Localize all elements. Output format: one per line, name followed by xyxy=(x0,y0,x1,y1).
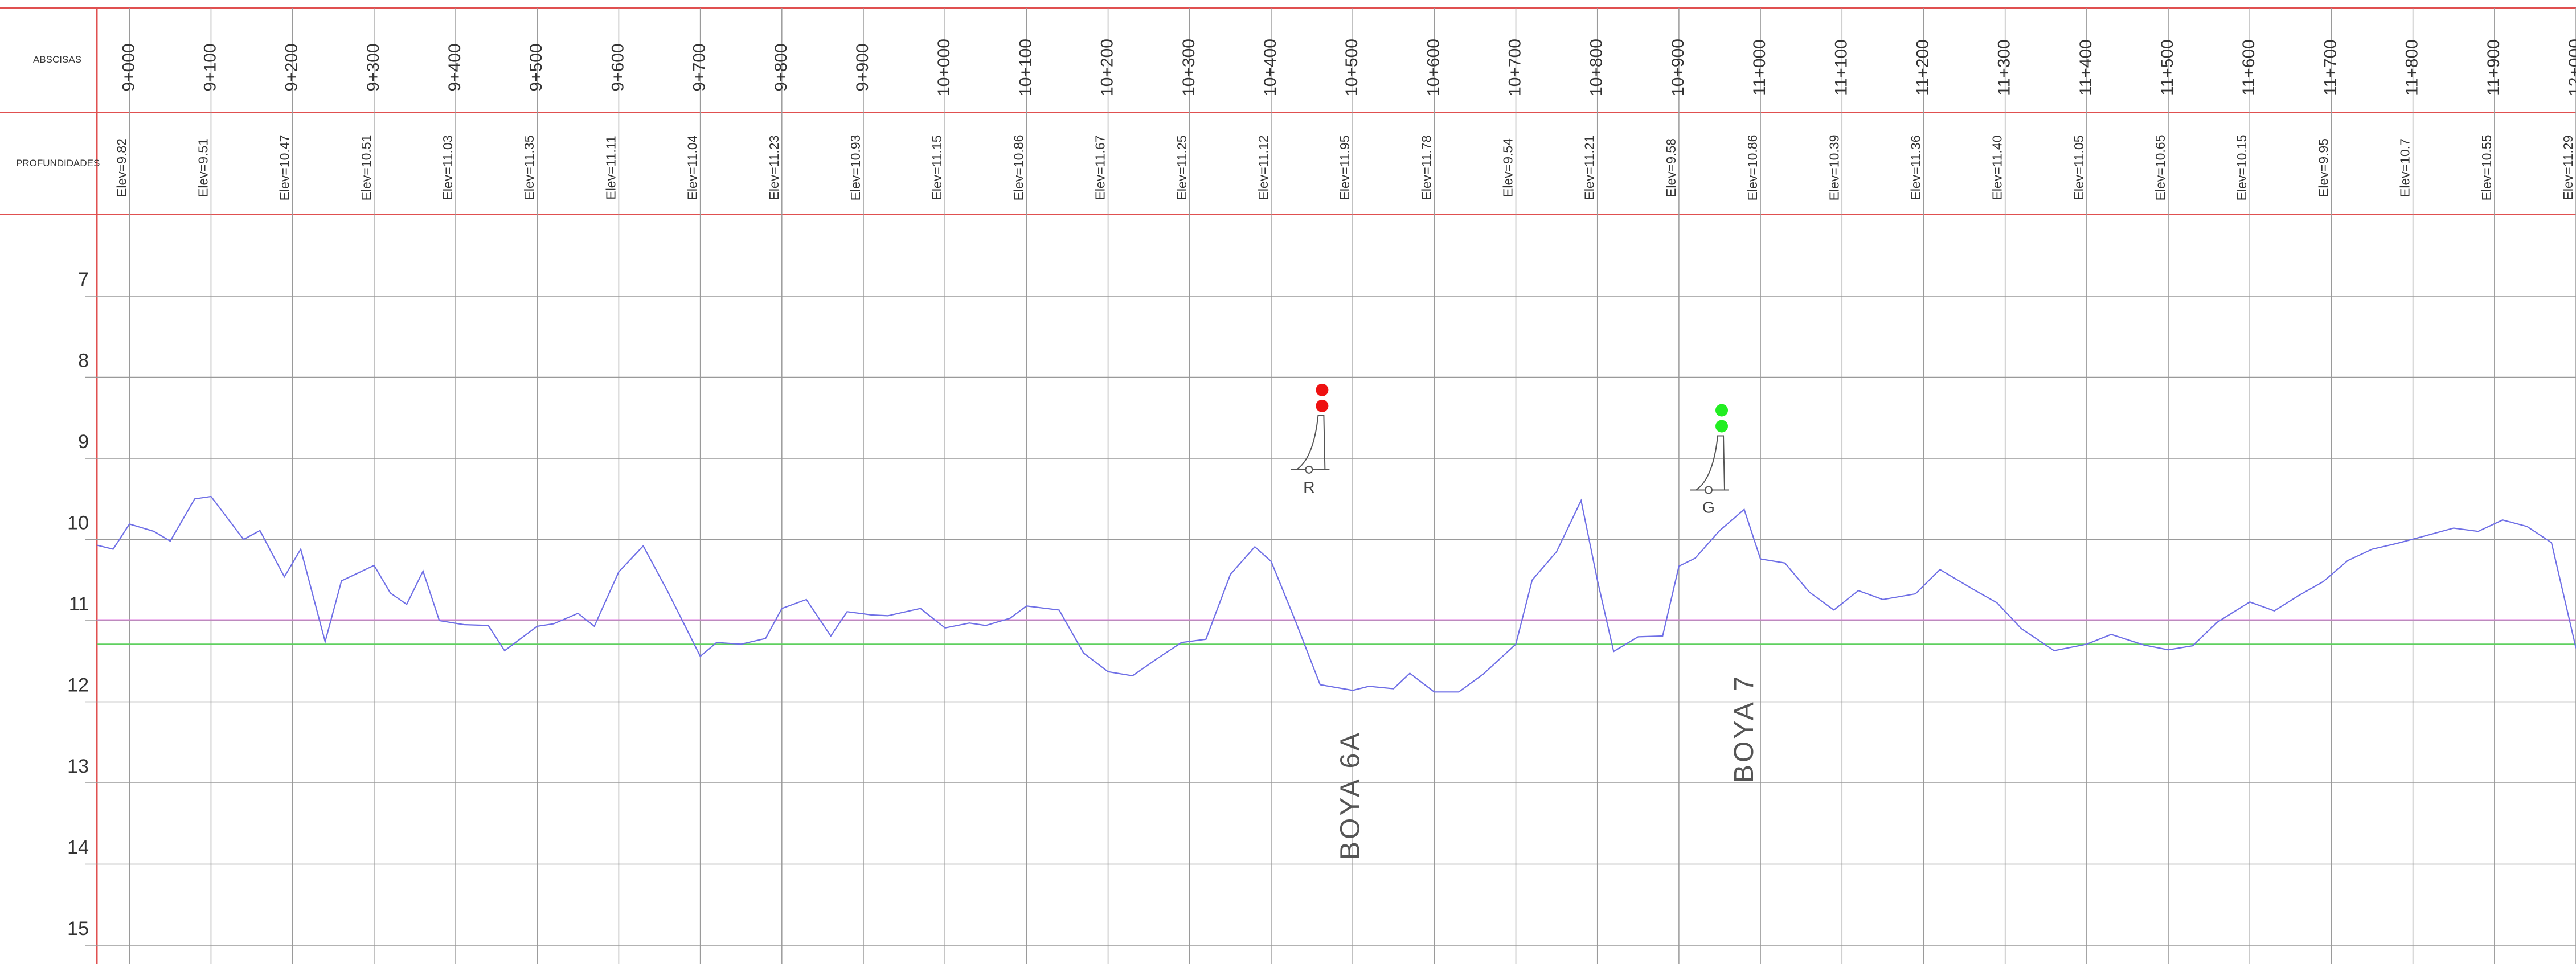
buoy-light-top xyxy=(1316,383,1329,396)
elevation-label: Elev=11.05 xyxy=(2071,135,2086,200)
abscisa-label: 11+300 xyxy=(1995,39,2014,96)
seabed-profile-line xyxy=(96,495,2576,693)
profile-series xyxy=(96,495,2576,693)
elevation-label: Elev=9.58 xyxy=(1664,138,1678,197)
buoy-light-bottom xyxy=(1316,399,1329,412)
elevation-label: Elev=11.29 xyxy=(2561,135,2575,200)
elevation-label: Elev=11.78 xyxy=(1419,135,1434,200)
buoy-marker: R BOYA 6A xyxy=(1291,383,1365,860)
abscisa-label: 11+200 xyxy=(1913,39,1932,96)
abscisa-label: 11+900 xyxy=(2484,39,2503,96)
buoy-letter: G xyxy=(1702,499,1715,516)
abscisa-label: 9+800 xyxy=(772,43,791,91)
buoy-markers: R BOYA 6A G BOYA 7 xyxy=(1291,383,1759,860)
profundidades-header-label: PROFUNDIDADES xyxy=(16,158,100,169)
abscisa-label: 9+900 xyxy=(853,43,872,91)
abscisa-labels: 9+000 9+100 9+200 9+300 9+400 9+500 9+600 9+700… xyxy=(119,39,2576,96)
elevation-label: Elev=11.23 xyxy=(767,135,781,200)
abscisa-label: 11+600 xyxy=(2239,39,2258,96)
abscisa-label: 11+800 xyxy=(2403,39,2422,96)
depth-tick-labels: 7 8 9 10 11 12 13 14 15 xyxy=(67,269,89,940)
depth-tick-label: 8 xyxy=(78,350,89,372)
buoy-light-top xyxy=(1715,404,1729,417)
depth-tick-label: 11 xyxy=(69,593,89,615)
abscisa-label: 10+700 xyxy=(1506,39,1525,96)
abscisa-label: 10+500 xyxy=(1342,39,1361,96)
abscisa-label: 10+900 xyxy=(1669,39,1688,96)
abscisa-label: 11+500 xyxy=(2158,39,2177,96)
depth-tick-label: 12 xyxy=(67,675,89,696)
buoy-base-ring xyxy=(1705,486,1713,494)
elevation-label: Elev=11.25 xyxy=(1174,135,1189,200)
elevation-label: Elev=10.93 xyxy=(848,135,863,201)
abscisas-header-label: ABSCISAS xyxy=(33,54,81,65)
abscisa-label: 10+300 xyxy=(1180,39,1198,96)
elevation-label: Elev=11.35 xyxy=(522,135,537,200)
elevation-label: Elev=11.04 xyxy=(685,135,700,200)
elevation-label: Elev=11.12 xyxy=(1256,135,1271,200)
abscisa-label: 9+400 xyxy=(445,43,464,91)
elevation-label: Elev=10.7 xyxy=(2398,138,2413,197)
elevation-label: Elev=10.15 xyxy=(2234,135,2249,201)
buoy-body xyxy=(1690,435,1730,491)
buoy-name-label: BOYA 6A xyxy=(1335,731,1365,860)
abscisa-label: 11+700 xyxy=(2321,39,2340,96)
abscisa-label: 10+200 xyxy=(1098,39,1117,96)
depth-tick-label: 14 xyxy=(67,837,89,859)
elevation-label: Elev=10.86 xyxy=(1011,135,1026,201)
elevation-label: Elev=11.03 xyxy=(440,135,455,200)
abscisa-label: 10+100 xyxy=(1016,39,1035,96)
elevation-label: Elev=10.86 xyxy=(1745,135,1760,201)
abscisa-label: 10+400 xyxy=(1261,39,1280,96)
abscisa-label: 12+000 xyxy=(2566,39,2576,96)
abscisa-label: 9+600 xyxy=(608,43,627,91)
elevation-label: Elev=9.95 xyxy=(2316,138,2331,197)
elevation-label: Elev=11.15 xyxy=(929,135,944,200)
profile-header: ABSCISAS PROFUNDIDADES xyxy=(16,54,100,169)
buoy-light-bottom xyxy=(1715,420,1729,433)
elevation-label: Elev=9.51 xyxy=(195,138,210,197)
elevation-label: Elev=10.47 xyxy=(277,135,292,201)
elevation-label: Elev=10.39 xyxy=(1826,135,1841,201)
abscisa-label: 10+600 xyxy=(1424,39,1443,96)
elevation-label: Elev=10.65 xyxy=(2153,135,2168,201)
depth-tick-label: 15 xyxy=(67,918,89,940)
abscisa-label: 11+000 xyxy=(1750,39,1769,96)
depth-tick-label: 9 xyxy=(78,431,89,453)
abscisa-label: 9+100 xyxy=(200,43,219,91)
buoy-letter: R xyxy=(1303,478,1314,496)
abscisa-label: 9+500 xyxy=(527,43,546,91)
buoy-marker: G BOYA 7 xyxy=(1690,404,1759,783)
buoy-body xyxy=(1291,415,1330,470)
depth-tick-label: 13 xyxy=(67,756,89,777)
abscisa-label: 9+200 xyxy=(282,43,301,91)
buoy-base-ring xyxy=(1305,465,1313,474)
depth-tick-label: 10 xyxy=(67,512,89,534)
elevation-label: Elev=11.11 xyxy=(603,136,618,199)
elevation-label: Elev=9.54 xyxy=(1501,138,1516,197)
depth-tick-label: 7 xyxy=(78,269,89,290)
elevation-label: Elev=11.95 xyxy=(1337,135,1352,200)
abscisa-label: 9+000 xyxy=(119,43,138,91)
abscisa-label: 10+800 xyxy=(1587,39,1606,96)
abscisa-label: 11+100 xyxy=(1832,39,1850,96)
abscisa-label: 9+700 xyxy=(690,43,709,91)
elevation-label: Elev=10.51 xyxy=(359,135,374,201)
reference-lines xyxy=(97,619,2576,645)
elevation-label: Elev=11.40 xyxy=(1990,135,2005,200)
elevation-label: Elev=9.82 xyxy=(114,138,129,197)
abscisa-label: 11+400 xyxy=(2077,39,2095,96)
elevation-label: Elev=10.55 xyxy=(2479,135,2494,201)
elevation-labels: Elev=9.82 Elev=9.51 Elev=10.47 Elev=10.51 El… xyxy=(114,135,2575,201)
elevation-label: Elev=11.67 xyxy=(1093,135,1108,200)
abscisa-label: 10+000 xyxy=(935,39,953,96)
abscisa-label: 9+300 xyxy=(364,43,383,91)
buoy-name-label: BOYA 7 xyxy=(1729,674,1759,783)
grid-lines xyxy=(0,7,2576,964)
elevation-label: Elev=11.36 xyxy=(1908,135,1923,200)
elevation-label: Elev=11.21 xyxy=(1582,135,1597,200)
